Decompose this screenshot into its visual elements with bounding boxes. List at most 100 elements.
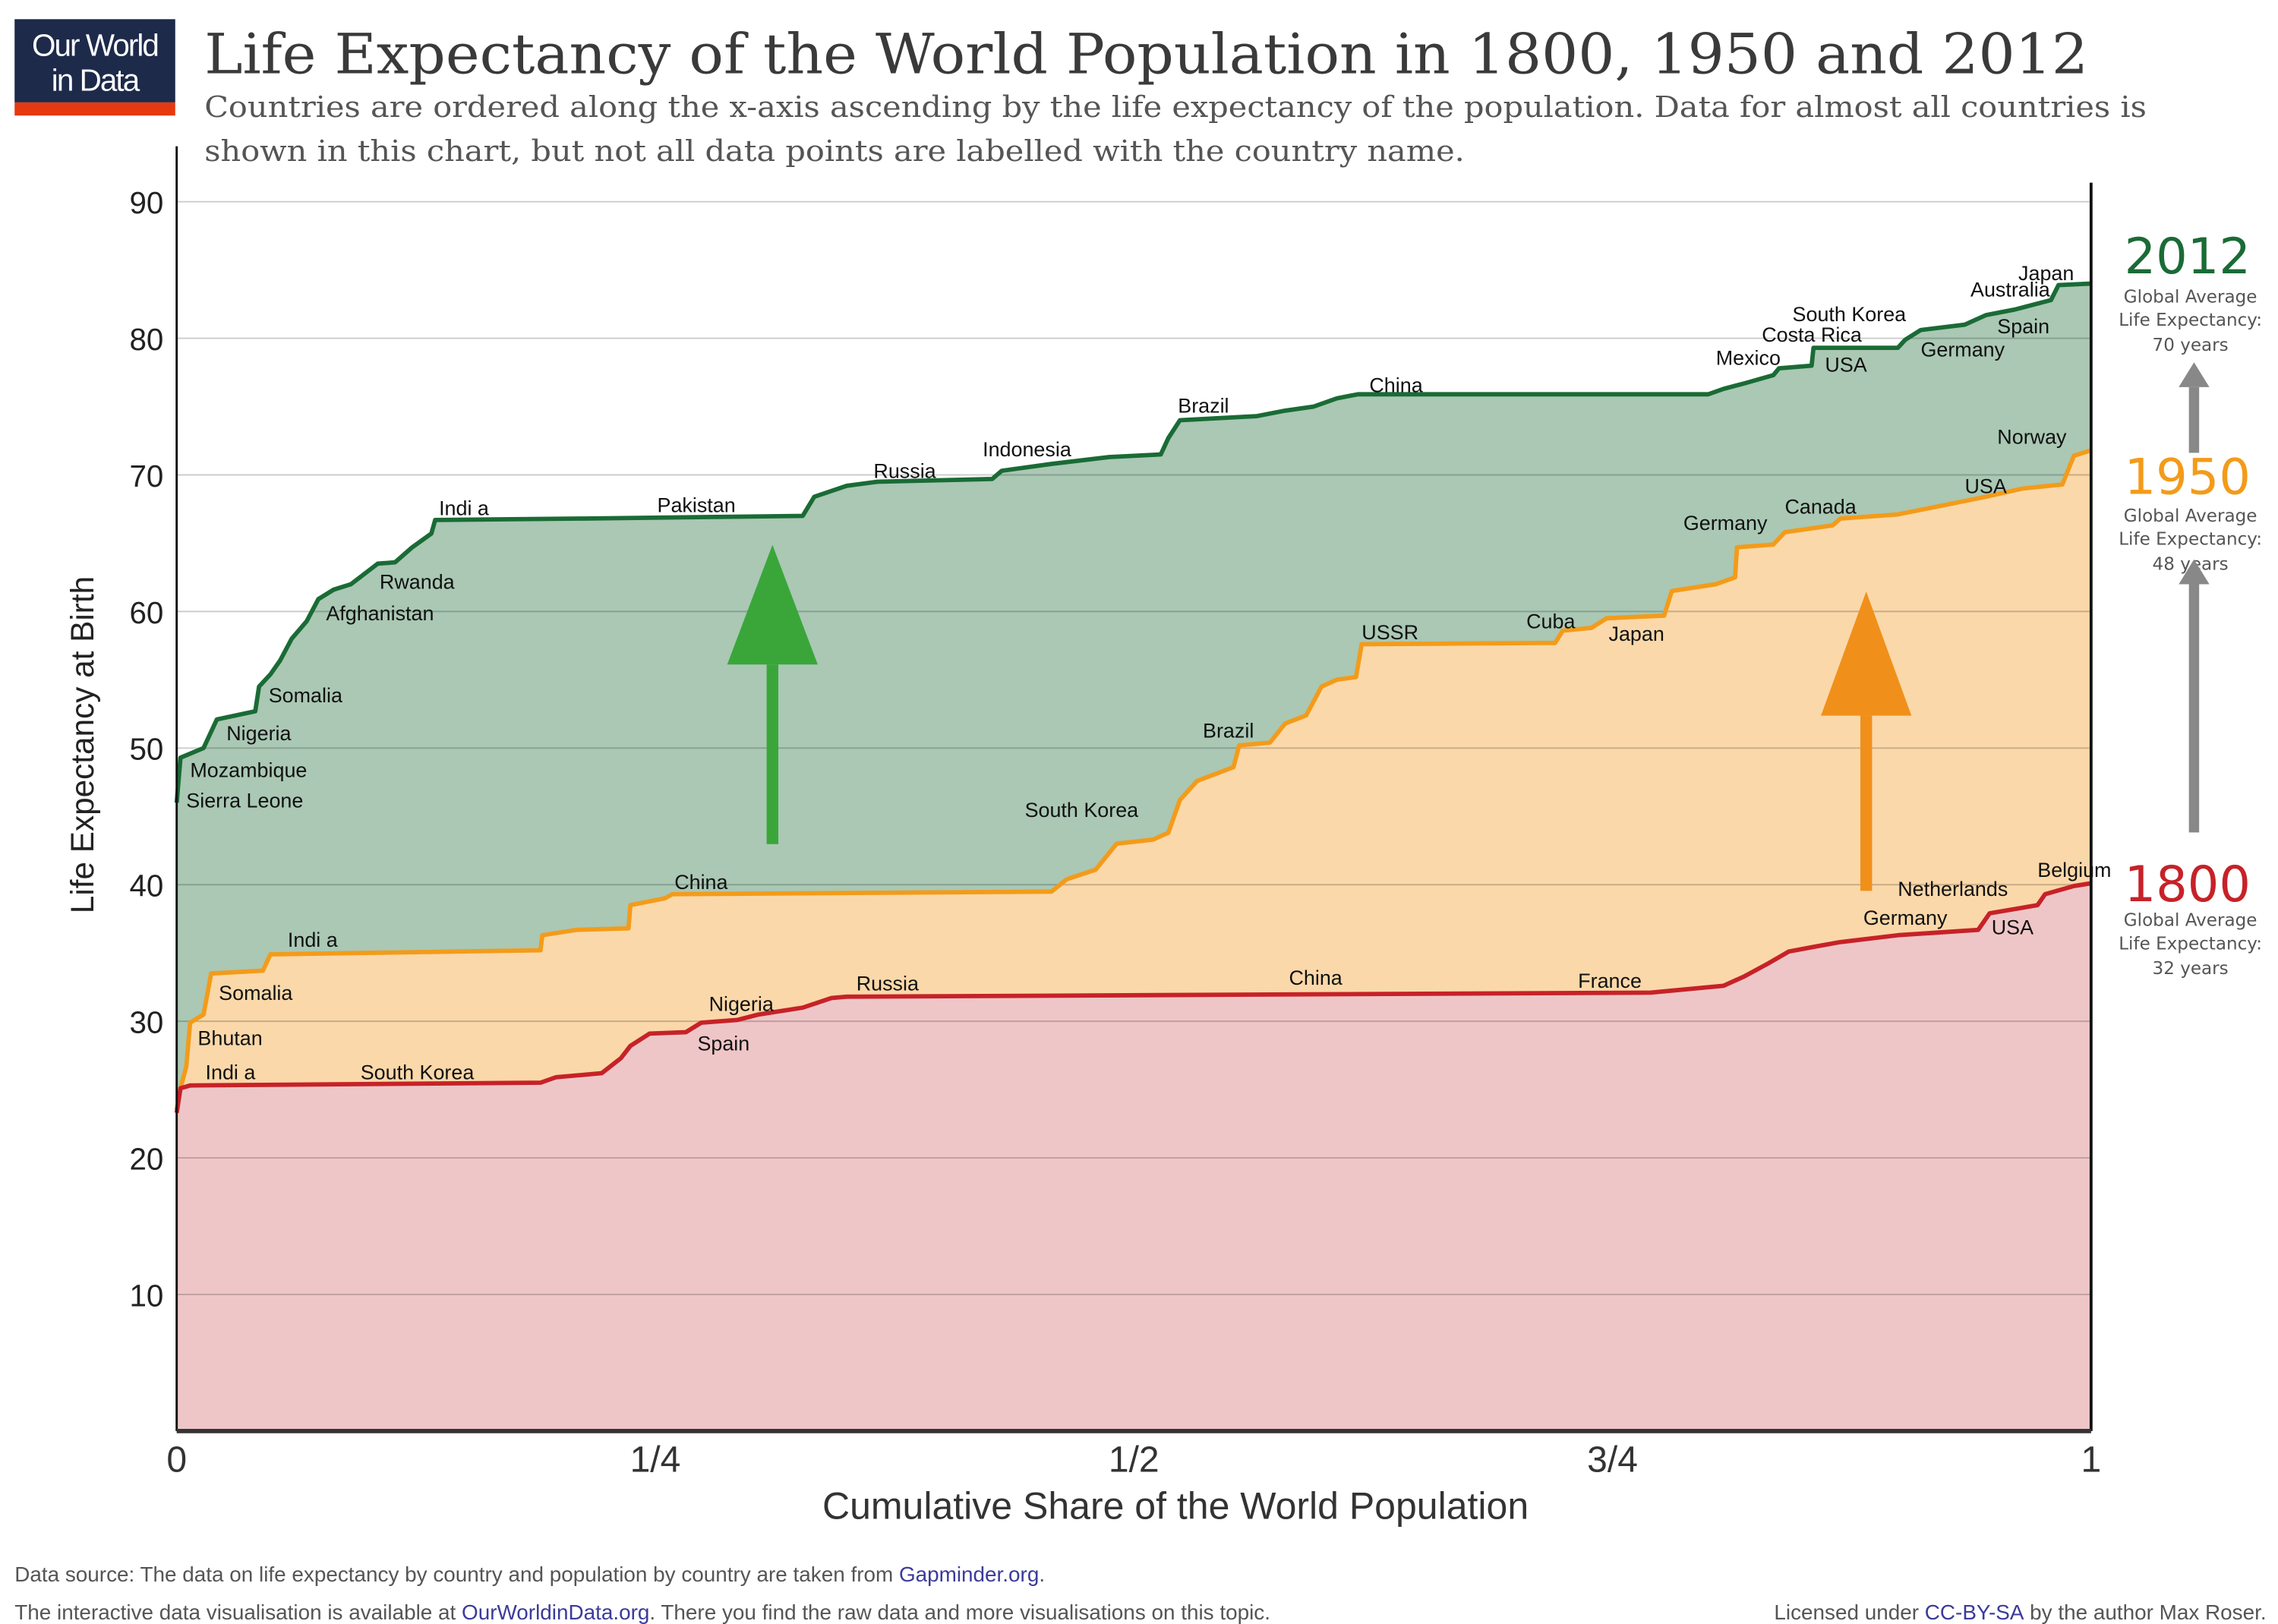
- y-tick-label: 40: [129, 869, 163, 903]
- side-1800-line2: Life Expectancy:: [2119, 934, 2262, 954]
- series-line-1800: [174, 881, 2092, 1114]
- country-label-2012: Russia: [873, 460, 935, 483]
- gapminder-link[interactable]: Gapminder.org: [899, 1563, 1039, 1586]
- y-tick-label: 80: [129, 322, 163, 357]
- footer-source-suffix: .: [1039, 1563, 1045, 1586]
- country-label-2012: Brazil: [1178, 394, 1229, 417]
- country-label-2012: Indi a: [439, 497, 489, 519]
- green-arrow-icon-shaft: [766, 664, 778, 844]
- footer-interactive-text: The interactive data visualisation is av…: [14, 1600, 462, 1624]
- orange-arrow-icon-shaft: [1860, 715, 1873, 891]
- country-label-2012: Afghanistan: [326, 602, 434, 625]
- side-2012-line2: Life Expectancy:: [2119, 311, 2262, 330]
- country-label-1950: Indi a: [288, 929, 338, 951]
- footer-interactive-suffix: . There you find the raw data and more v…: [649, 1600, 1270, 1624]
- x-tick-label: 1/2: [1109, 1440, 1160, 1481]
- country-label-1950: USA: [1964, 475, 2006, 497]
- side-1950-line1: Global Average: [2124, 506, 2257, 526]
- side-2012-line1: Global Average: [2124, 287, 2257, 307]
- series-line-2012: [174, 281, 2091, 803]
- country-label-1950: China: [674, 871, 727, 894]
- chart-title: Life Expectancy of the World Population …: [204, 22, 2088, 87]
- country-label-2012: Mozambique: [190, 759, 307, 782]
- x-axis-label: Cumulative Share of the World Population: [822, 1484, 1529, 1527]
- x-tick-label: 3/4: [1587, 1440, 1638, 1481]
- country-label-1950: Bhutan: [197, 1026, 262, 1049]
- side-1950-line2: Life Expectancy:: [2119, 530, 2262, 550]
- owid-link[interactable]: OurWorldinData.org: [462, 1600, 649, 1624]
- x-tick-label: 1: [2081, 1440, 2101, 1481]
- country-label-1950: Indi a: [206, 1061, 256, 1083]
- country-label-1950: Somalia: [219, 982, 292, 1004]
- y-tick-label: 70: [129, 459, 163, 494]
- country-label-2012: Indonesia: [983, 438, 1071, 461]
- footer-interactive: The interactive data visualisation is av…: [14, 1600, 1270, 1624]
- country-label-1800: Germany: [1863, 907, 1948, 929]
- country-label-1800: Netherlands: [1898, 878, 2008, 900]
- country-label-1950: Germany: [1683, 512, 1768, 535]
- y-tick-label: 20: [129, 1141, 163, 1176]
- country-label-2012: Somalia: [269, 684, 342, 707]
- y-tick-label: 30: [129, 1005, 163, 1040]
- country-label-2012: China: [1369, 374, 1422, 396]
- footer-license: Licensed under CC-BY-SA by the author Ma…: [1774, 1600, 2266, 1624]
- side-year-2012: 2012: [2125, 228, 2251, 285]
- country-label-2012: USA: [1825, 353, 1866, 376]
- gray-arrow-icon: [2179, 362, 2210, 453]
- country-label-2012: Nigeria: [226, 722, 291, 745]
- y-tick-label: 50: [129, 732, 163, 767]
- green-arrow-icon-head: [727, 544, 818, 665]
- country-label-2012: Norway: [1997, 426, 2067, 449]
- y-tick-label: 60: [129, 595, 163, 630]
- country-label-2012: Spain: [1997, 315, 2049, 338]
- country-label-2012: Costa Rica: [1762, 323, 1862, 346]
- country-label-2012: South Korea: [1793, 303, 1907, 326]
- country-label-2012: Australia: [1970, 278, 2050, 301]
- country-label-2012: Japan: [2018, 262, 2074, 285]
- country-label-1950: South Korea: [1025, 799, 1139, 821]
- country-label-1800: South Korea: [361, 1061, 475, 1083]
- country-label-1800: China: [1289, 967, 1342, 989]
- country-label-1800: Belgium: [2037, 859, 2111, 881]
- footer-license-suffix: by the author Max Roser.: [2024, 1600, 2266, 1624]
- logo-text-line1: Our World: [32, 27, 158, 62]
- logo-accent-bar: [14, 102, 175, 116]
- footer-license-text: Licensed under: [1774, 1600, 1924, 1624]
- country-label-1800: France: [1578, 970, 1642, 992]
- country-label-1950: Japan: [1609, 623, 1664, 645]
- country-label-2012: Pakistan: [658, 494, 736, 517]
- cc-by-sa-link[interactable]: CC-BY-SA: [1925, 1600, 2024, 1624]
- side-panel: 2012 Global Average Life Expectancy: 70 …: [2119, 228, 2262, 979]
- country-label-1800: Nigeria: [709, 992, 774, 1015]
- chart-subtitle-line1: Countries are ordered along the x-axis a…: [204, 90, 2147, 125]
- country-label-1950: Cuba: [1526, 610, 1575, 633]
- country-label-2012: Rwanda: [380, 570, 455, 593]
- chart-subtitle-line2: shown in this chart, but not all data po…: [204, 134, 1465, 169]
- y-axis-label: Life Expectancy at Birth: [65, 576, 100, 913]
- logo-text-line2: in Data: [52, 63, 140, 98]
- gray-arrow-icon: [2179, 559, 2210, 833]
- country-label-1950: Brazil: [1203, 720, 1254, 743]
- country-label-2012: Mexico: [1716, 346, 1781, 369]
- area-fill-1800: [176, 883, 2091, 1431]
- footer-source-text: Data source: The data on life expectancy…: [14, 1563, 899, 1586]
- country-label-2012: Germany: [1920, 339, 2005, 361]
- side-1800-line1: Global Average: [2124, 911, 2257, 931]
- y-tick-label: 10: [129, 1278, 163, 1313]
- country-label-1800: Russia: [857, 972, 919, 995]
- country-label-1950: Canada: [1784, 495, 1856, 518]
- y-tick-label: 90: [129, 185, 163, 220]
- side-2012-line3: 70 years: [2153, 336, 2229, 355]
- country-label-1800: Spain: [697, 1033, 749, 1055]
- side-year-1950: 1950: [2125, 448, 2251, 506]
- owid-logo[interactable]: Our World in Data: [14, 19, 175, 116]
- country-label-1800: USA: [1992, 916, 2033, 939]
- x-tick-label: 1/4: [630, 1440, 681, 1481]
- orange-arrow-icon-head: [1821, 591, 1912, 716]
- side-year-1800: 1800: [2125, 856, 2251, 913]
- side-1800-line3: 32 years: [2153, 959, 2229, 979]
- series-line-1950: [174, 448, 2092, 1111]
- country-label-2012: Sierra Leone: [186, 789, 303, 812]
- x-tick-label: 0: [166, 1440, 187, 1481]
